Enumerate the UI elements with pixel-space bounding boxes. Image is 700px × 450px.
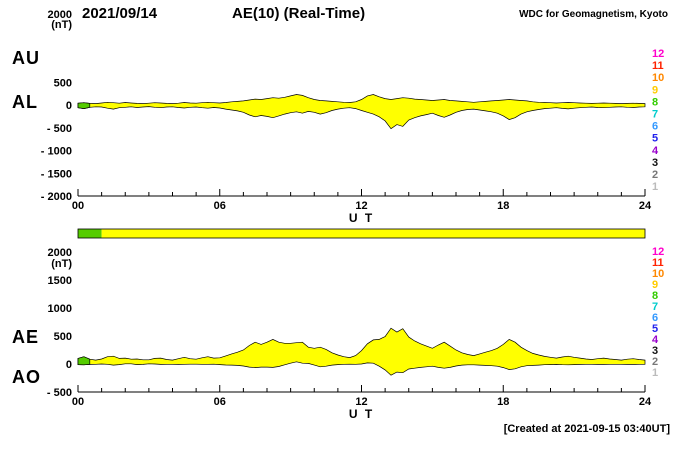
y-tick-label: 2000: [48, 247, 72, 259]
legend-count-5: 5: [652, 323, 658, 335]
legend-count-6: 6: [652, 121, 658, 133]
legend-count-11: 11: [652, 60, 664, 72]
x-tick-label: 12: [355, 396, 367, 408]
legend-count-12: 12: [652, 48, 664, 60]
y-unit-label: (nT): [51, 258, 72, 270]
x-axis-title: U T: [349, 407, 374, 421]
y-tick-label: - 500: [47, 387, 72, 399]
x-tick-label: 24: [639, 200, 652, 212]
legend-count-1: 1: [652, 367, 658, 379]
legend-count-7: 7: [652, 301, 658, 313]
label-ae: AE: [12, 327, 40, 347]
legend-count-1: 1: [652, 181, 658, 193]
x-tick-label: 00: [72, 396, 84, 408]
legend-count-11: 11: [652, 257, 664, 269]
y-tick-label: 0: [66, 359, 72, 371]
y-tick-label: 1500: [48, 275, 72, 287]
y-unit-label: (nT): [51, 19, 72, 31]
x-tick-label: 24: [639, 396, 652, 408]
legend-count-4: 4: [652, 334, 659, 346]
trace-fill-start-AU-AL: [77, 102, 91, 109]
label-au: AU: [12, 48, 40, 68]
y-tick-label: - 1500: [41, 168, 72, 180]
legend-count-3: 3: [652, 345, 658, 357]
y-tick-label: 2000: [48, 9, 72, 21]
legend-count-10: 10: [652, 268, 664, 280]
legend-count-4: 4: [652, 145, 659, 157]
label-ao: AO: [12, 367, 41, 387]
label-al: AL: [12, 92, 38, 112]
legend-count-2: 2: [652, 169, 658, 181]
y-tick-label: 0: [66, 100, 72, 112]
y-tick-label: - 2000: [41, 191, 72, 203]
station-number-bar-segment: [101, 229, 645, 238]
y-tick-label: - 1000: [41, 146, 72, 158]
plot-title: AE(10) (Real-Time): [232, 5, 366, 22]
legend-count-12: 12: [652, 246, 664, 258]
x-tick-label: 06: [214, 200, 226, 212]
created-at: [Created at 2021-09-15 03:40UT]: [503, 423, 670, 435]
x-axis-title: U T: [349, 211, 374, 225]
y-tick-label: 1000: [48, 303, 72, 315]
x-tick-label: 06: [214, 396, 226, 408]
legend-count-8: 8: [652, 96, 658, 108]
trace-fill-start-AE-AO: [77, 356, 91, 366]
legend-count-3: 3: [652, 157, 658, 169]
y-tick-label: 500: [54, 77, 72, 89]
station-number-bar-border: [77, 228, 646, 239]
legend-count-6: 6: [652, 312, 658, 324]
trace-fill-AE-AO: [77, 327, 646, 376]
legend-count-2: 2: [652, 356, 658, 368]
station-number-bar-segment: [78, 229, 102, 238]
legend-count-7: 7: [652, 109, 658, 121]
data-source: WDC for Geomagnetism, Kyoto: [519, 9, 668, 20]
x-tick-label: 00: [72, 200, 84, 212]
legend-count-9: 9: [652, 84, 658, 96]
legend-count-10: 10: [652, 72, 664, 84]
y-tick-label: 500: [54, 331, 72, 343]
legend-count-8: 8: [652, 290, 658, 302]
legend-count-9: 9: [652, 279, 658, 291]
x-tick-label: 18: [497, 200, 509, 212]
trace-fill-AU-AL: [77, 94, 646, 130]
y-tick-label: - 500: [47, 123, 72, 135]
x-tick-label: 12: [355, 200, 367, 212]
plot-date: 2021/09/14: [82, 5, 158, 22]
legend-count-5: 5: [652, 133, 658, 145]
x-tick-label: 18: [497, 396, 509, 408]
